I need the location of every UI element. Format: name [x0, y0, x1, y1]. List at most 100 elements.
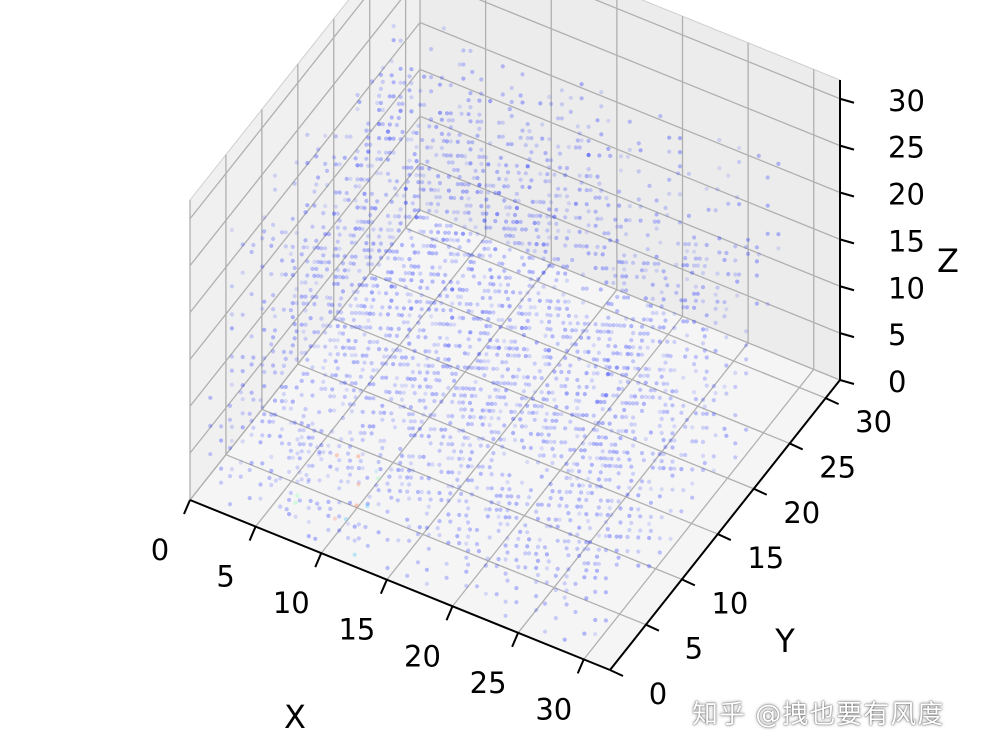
scatter-point — [389, 284, 394, 289]
scatter-point — [398, 446, 403, 451]
scatter-point — [262, 369, 267, 375]
scatter-point — [459, 294, 464, 300]
scatter-point — [424, 525, 429, 530]
scatter-point — [503, 543, 508, 548]
scatter-point — [504, 163, 509, 168]
scatter-point — [357, 282, 362, 287]
scatter-point — [684, 263, 690, 268]
scatter-point — [378, 255, 383, 260]
scatter-point — [577, 356, 582, 361]
scatter-point — [426, 307, 431, 312]
scatter-point — [667, 177, 672, 182]
scatter-point — [330, 429, 335, 434]
scatter-point — [344, 134, 349, 139]
scatter-point — [301, 371, 306, 376]
scatter-point — [408, 461, 413, 466]
scatter-point — [519, 424, 525, 429]
scatter-point — [545, 242, 550, 247]
scatter-point — [387, 178, 392, 183]
scatter-point — [424, 567, 429, 572]
scatter-point — [360, 227, 365, 232]
scatter-point — [527, 297, 532, 302]
scatter-point — [476, 549, 481, 554]
scatter-point — [744, 357, 749, 362]
scatter-point — [722, 300, 727, 305]
scatter-point — [316, 259, 321, 264]
scatter-point — [586, 335, 591, 340]
scatter-point — [489, 415, 494, 421]
scatter-point — [647, 564, 652, 569]
scatter-point — [450, 470, 455, 475]
scatter-point — [507, 473, 512, 478]
scatter-point — [534, 594, 539, 599]
scatter-point — [711, 384, 716, 389]
scatter-point — [450, 259, 455, 264]
scatter-point — [556, 271, 561, 276]
scatter-point — [475, 119, 480, 124]
scatter-point — [486, 204, 491, 209]
scatter-point — [349, 353, 354, 358]
scatter-point — [448, 83, 453, 88]
scatter-point — [638, 148, 643, 153]
scatter-point — [437, 110, 443, 115]
scatter-point — [407, 313, 412, 318]
scatter-point — [347, 472, 353, 477]
scatter-point — [577, 427, 582, 432]
scatter-point — [444, 575, 449, 580]
scatter-point — [547, 193, 552, 198]
scatter-point — [414, 159, 419, 164]
scatter-point — [692, 235, 697, 240]
scatter-point — [324, 295, 330, 300]
scatter-point — [733, 455, 738, 460]
scatter-point — [467, 414, 473, 420]
scatter-point — [580, 286, 586, 291]
scatter-point — [512, 325, 518, 330]
scatter-point — [535, 404, 541, 409]
scatter-point — [437, 223, 443, 228]
scatter-point — [659, 487, 664, 492]
scatter-point — [620, 288, 625, 293]
scatter-point — [733, 370, 738, 376]
scatter-point — [568, 95, 573, 100]
scatter-point — [606, 343, 611, 348]
scatter-point — [544, 467, 550, 473]
scatter-point — [602, 245, 607, 250]
scatter-point — [391, 235, 396, 240]
scatter-point — [376, 476, 381, 481]
scatter-point — [552, 439, 557, 444]
scatter-point — [477, 253, 482, 258]
scatter-point — [437, 195, 443, 200]
scatter-point — [493, 401, 498, 406]
scatter-point — [485, 444, 490, 449]
scatter-point — [594, 554, 600, 559]
axes-panes — [189, 0, 841, 671]
scatter-point — [292, 265, 297, 271]
scatter-point — [497, 190, 502, 196]
scatter-point — [547, 235, 552, 240]
scatter-point — [260, 264, 265, 269]
scatter-point — [579, 490, 584, 495]
scatter-point — [333, 162, 338, 167]
scatter-point — [559, 102, 565, 107]
scatter-point — [364, 297, 369, 302]
scatter-point — [384, 347, 389, 352]
scatter-point — [489, 472, 494, 477]
scatter-point — [563, 426, 568, 431]
scatter-point — [650, 339, 655, 344]
scatter-point — [251, 397, 256, 402]
scatter-point — [594, 456, 600, 461]
scatter-point — [392, 256, 398, 261]
scatter-point — [577, 399, 582, 404]
scatter-point — [380, 122, 385, 127]
scatter-point — [488, 295, 493, 301]
scatter-point — [500, 317, 505, 323]
scatter-point — [444, 223, 450, 228]
scatter-point — [419, 433, 424, 438]
scatter-point — [462, 435, 467, 440]
scatter-point — [279, 230, 285, 235]
scatter-point — [360, 311, 365, 316]
scatter-point — [358, 430, 363, 436]
scatter-point — [504, 402, 509, 407]
scatter-point — [665, 339, 670, 344]
scatter-point — [636, 366, 641, 371]
